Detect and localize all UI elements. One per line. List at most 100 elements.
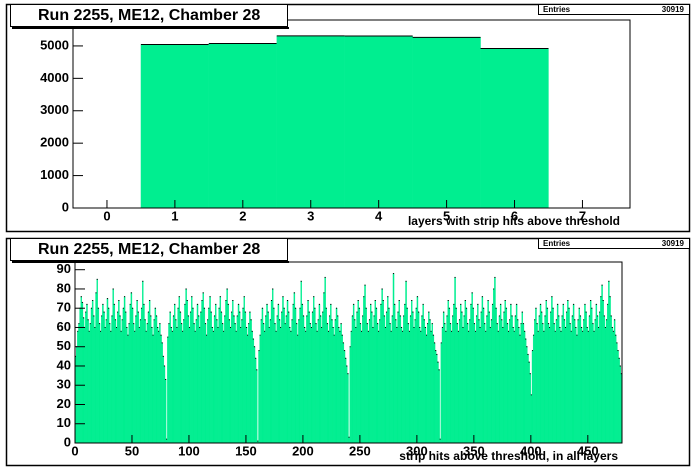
bar xyxy=(465,308,468,444)
bar xyxy=(584,304,586,444)
bar xyxy=(219,296,222,444)
bar xyxy=(542,323,544,444)
bar xyxy=(428,311,430,444)
y-tick-label: 20 xyxy=(57,396,71,411)
bar xyxy=(510,304,512,444)
bar xyxy=(507,331,510,444)
stats-label: Entries xyxy=(543,239,571,248)
bar xyxy=(563,319,566,444)
bar xyxy=(90,308,93,444)
bar xyxy=(306,315,308,444)
bar xyxy=(316,331,318,444)
bar xyxy=(526,346,528,444)
bar xyxy=(609,296,611,444)
bar xyxy=(617,350,619,444)
bar xyxy=(222,331,225,444)
bar xyxy=(412,311,414,444)
bar xyxy=(170,327,173,444)
bar xyxy=(593,331,595,444)
bar xyxy=(602,300,604,444)
bar xyxy=(169,311,171,444)
bar xyxy=(236,315,239,444)
bar xyxy=(136,300,138,444)
x-tick-label: 400 xyxy=(520,443,542,458)
bar xyxy=(496,323,498,444)
bar xyxy=(89,323,92,444)
bar xyxy=(122,308,125,444)
bar xyxy=(595,304,598,444)
bar xyxy=(338,327,340,444)
bar xyxy=(577,319,579,444)
bar xyxy=(426,323,429,444)
bar xyxy=(256,369,258,444)
bar xyxy=(371,311,373,444)
bar xyxy=(411,300,413,444)
x-tick-label: 250 xyxy=(349,443,371,458)
bar xyxy=(209,296,211,444)
bar xyxy=(181,331,184,444)
bar xyxy=(436,354,438,444)
bar xyxy=(536,323,538,444)
bar xyxy=(380,304,382,444)
bar xyxy=(377,331,380,444)
bar xyxy=(340,323,342,444)
x-tick-label: 4 xyxy=(375,208,383,223)
bar xyxy=(195,319,198,444)
bar xyxy=(126,327,128,444)
bar xyxy=(351,315,354,444)
bar xyxy=(325,308,327,444)
bar xyxy=(556,304,559,444)
bar xyxy=(162,356,165,444)
bar xyxy=(147,311,150,444)
bar xyxy=(610,315,612,444)
bar xyxy=(235,331,237,444)
bar xyxy=(328,315,331,444)
bar xyxy=(506,323,509,444)
bar xyxy=(358,308,361,444)
bar xyxy=(591,308,593,444)
bar xyxy=(159,323,161,444)
bar xyxy=(437,361,439,444)
bar xyxy=(166,438,168,444)
bar xyxy=(580,327,583,444)
bar xyxy=(596,315,599,444)
bar xyxy=(200,311,202,444)
bar xyxy=(559,327,561,444)
bar xyxy=(522,323,525,444)
bar xyxy=(242,308,244,444)
bar xyxy=(140,44,210,209)
bar xyxy=(109,323,111,444)
bar xyxy=(362,315,364,444)
bar xyxy=(415,308,418,444)
bar xyxy=(270,300,273,444)
bar xyxy=(177,308,179,444)
x-tick-label: 300 xyxy=(406,443,428,458)
bar xyxy=(154,308,157,444)
bar xyxy=(303,327,306,444)
bar xyxy=(273,308,275,444)
bar xyxy=(391,315,394,444)
bar xyxy=(160,335,162,444)
bar xyxy=(511,315,513,444)
bar xyxy=(432,335,435,444)
bar xyxy=(145,331,147,444)
bar xyxy=(490,319,493,444)
bar xyxy=(502,327,504,444)
title-box xyxy=(10,238,288,261)
bar xyxy=(488,311,490,444)
bar xyxy=(604,327,607,444)
y-tick-label: 60 xyxy=(57,319,71,334)
bar xyxy=(283,308,285,444)
bar xyxy=(555,319,558,444)
bar xyxy=(234,323,236,444)
bar xyxy=(322,311,324,444)
bar xyxy=(512,327,514,444)
bar xyxy=(390,331,392,444)
bar xyxy=(93,315,95,444)
y-tick-label: 70 xyxy=(57,300,71,315)
bar xyxy=(416,296,419,444)
bar xyxy=(252,338,255,444)
bar xyxy=(138,327,141,444)
bar xyxy=(450,331,453,444)
bar xyxy=(155,315,158,444)
